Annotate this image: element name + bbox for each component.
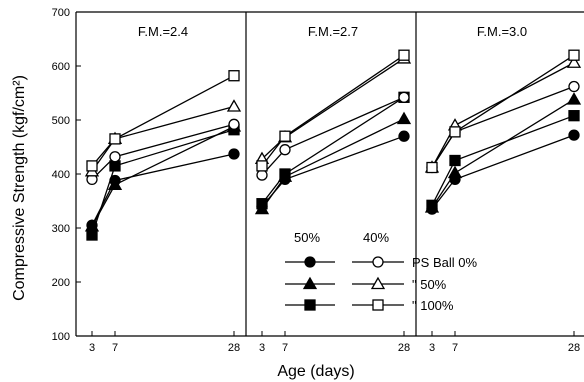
data-point [228, 70, 240, 82]
y-tick-label: 100 [52, 331, 70, 343]
legend-label: PS Ball 0% [412, 255, 477, 270]
data-point [566, 55, 582, 68]
y-tick-label: 600 [52, 61, 70, 73]
y-tick-label: 400 [52, 169, 70, 181]
x-axis-label: Age (days) [277, 363, 354, 380]
y-tick-label: 500 [52, 115, 70, 127]
data-point [398, 49, 410, 61]
x-tick-label: 3 [89, 342, 95, 354]
panel-title: F.M.=2.7 [308, 24, 358, 39]
y-axis: 100 200 300 400 500 600 700 [52, 7, 81, 343]
panel-frames [75, 11, 584, 337]
legend-label: " 100% [412, 298, 454, 313]
data-point [447, 165, 463, 179]
x-tick-label: 7 [112, 342, 118, 354]
legend-marker [304, 256, 316, 268]
data-point [107, 177, 123, 190]
data-point [228, 148, 240, 160]
data-point [396, 111, 412, 125]
data-point [398, 130, 410, 142]
data-point [279, 168, 291, 180]
data-point [228, 118, 240, 130]
x-tick-label: 28 [398, 342, 410, 354]
data-point [86, 229, 98, 241]
y-tick-label: 700 [52, 7, 70, 19]
x-tick-label: 28 [228, 342, 240, 354]
data-point [256, 198, 268, 210]
legend-header: 40% [363, 230, 389, 245]
data-point [568, 129, 580, 141]
x-tick-label: 3 [429, 342, 435, 354]
data-point [86, 160, 98, 172]
panel-title: F.M.=3.0 [477, 24, 527, 39]
y-tick-label: 200 [52, 277, 70, 289]
data-point [109, 160, 121, 172]
data-point [226, 99, 242, 112]
x-tick-label: 28 [568, 342, 580, 354]
data-point [398, 91, 410, 103]
x-tick-label: 7 [452, 342, 458, 354]
legend-label: " 50% [412, 277, 447, 292]
x-tick-label: 3 [259, 342, 265, 354]
legend-marker [370, 276, 386, 290]
legend-header: 50% [294, 230, 320, 245]
data-point [279, 130, 291, 142]
data-point [109, 133, 121, 145]
legend-marker [372, 299, 384, 311]
data-point [256, 160, 268, 172]
legend-marker [302, 276, 318, 290]
data-point [426, 199, 438, 211]
legend-marker [372, 256, 384, 268]
data-point [426, 161, 438, 174]
panel-title: F.M.=2.4 [138, 24, 188, 39]
data-point [568, 49, 580, 61]
y-tick-label: 300 [52, 223, 70, 235]
data-point [109, 151, 121, 163]
legend-marker [304, 299, 316, 311]
data-point [449, 126, 461, 138]
data-point [256, 169, 268, 181]
series-line [431, 98, 575, 208]
data-point [566, 92, 582, 105]
legend: 50% 40% PS Ball 0% " 50% " 100% [285, 230, 477, 313]
data-point [449, 154, 461, 167]
panel-titles: F.M.=2.4 F.M.=2.7 F.M.=3.0 [138, 24, 527, 39]
x-tick-label: 7 [282, 342, 288, 354]
series-line [431, 54, 575, 168]
data-point [279, 144, 291, 156]
series-layer [84, 49, 582, 241]
series-line [431, 62, 575, 168]
y-axis-label: Compressive Strength (kgf/cm²) [11, 75, 28, 301]
data-point [568, 80, 580, 93]
x-axis: 3 7 28 3 7 28 3 7 28 [89, 331, 580, 354]
data-point [568, 110, 580, 122]
